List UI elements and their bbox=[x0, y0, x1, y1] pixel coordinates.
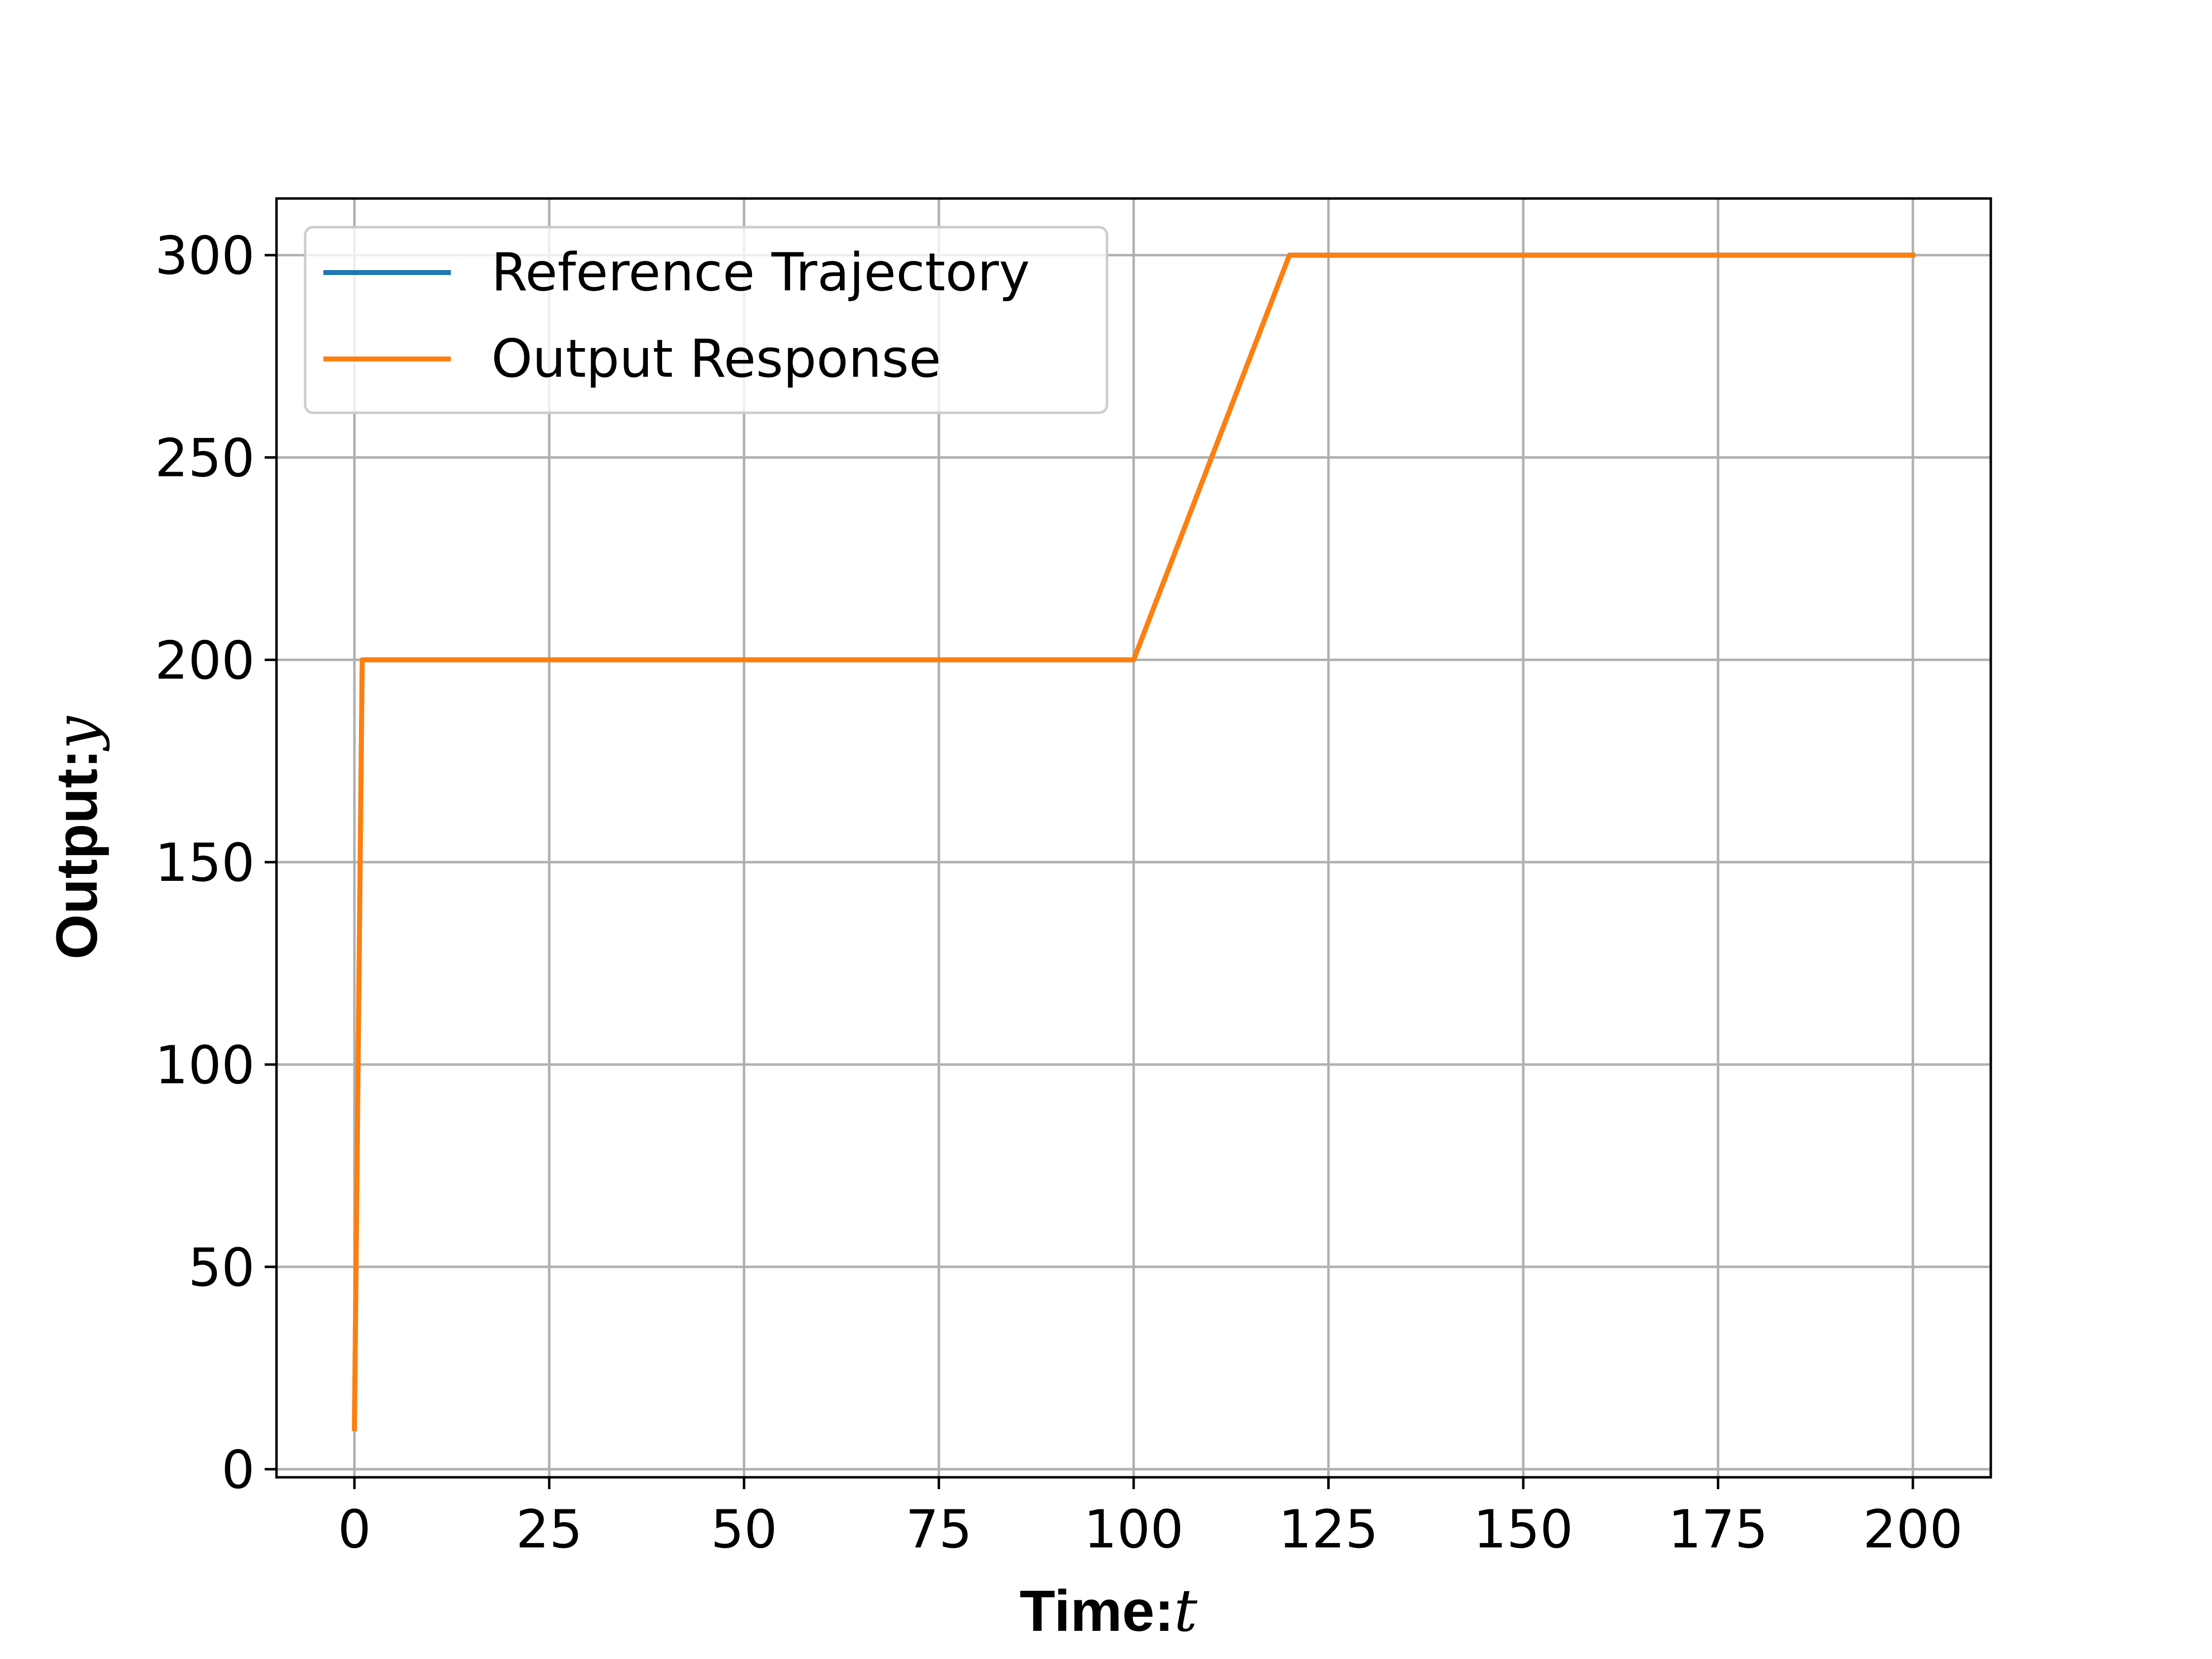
y-axis-title-text: Output: bbox=[44, 749, 110, 959]
y-axis-variable: y bbox=[42, 715, 111, 751]
x-tick-label: 75 bbox=[906, 1499, 972, 1560]
y-tick-label: 100 bbox=[155, 1035, 255, 1096]
x-axis-title: Time:t bbox=[1020, 1577, 1198, 1645]
x-axis-variable: t bbox=[1174, 1577, 1198, 1645]
y-tick-label: 150 bbox=[155, 832, 255, 893]
legend-box bbox=[304, 226, 1108, 414]
y-tick-label: 300 bbox=[155, 226, 255, 286]
y-tick-label: 0 bbox=[222, 1440, 255, 1501]
y-axis-title: Output:y bbox=[42, 715, 111, 959]
y-tick-label: 250 bbox=[155, 428, 255, 489]
x-tick-label: 100 bbox=[1084, 1499, 1184, 1560]
series-line-output-response bbox=[352, 252, 1916, 1431]
x-tick-label: 0 bbox=[338, 1499, 371, 1560]
x-tick-label: 150 bbox=[1473, 1499, 1573, 1560]
x-tick-label: 50 bbox=[711, 1499, 777, 1560]
x-tick-label: 200 bbox=[1863, 1499, 1963, 1560]
x-tick-label: 25 bbox=[516, 1499, 583, 1560]
x-tick-label: 125 bbox=[1278, 1499, 1378, 1560]
x-tick-label: 175 bbox=[1668, 1499, 1768, 1560]
legend: Reference Trajectory Output Response bbox=[304, 226, 1108, 414]
series-layer bbox=[352, 252, 1916, 1431]
x-axis-title-text: Time: bbox=[1020, 1579, 1174, 1644]
y-tick-label: 50 bbox=[188, 1237, 255, 1298]
axis-ticks: 0 25 50 75 100 125 150 175 200 0 50 100 150 200 250 300 bbox=[155, 226, 1963, 1560]
legend-label-output-response: Output Response bbox=[491, 328, 941, 389]
legend-label-reference-trajectory: Reference Trajectory bbox=[491, 242, 1030, 303]
y-tick-label: 200 bbox=[155, 630, 255, 691]
